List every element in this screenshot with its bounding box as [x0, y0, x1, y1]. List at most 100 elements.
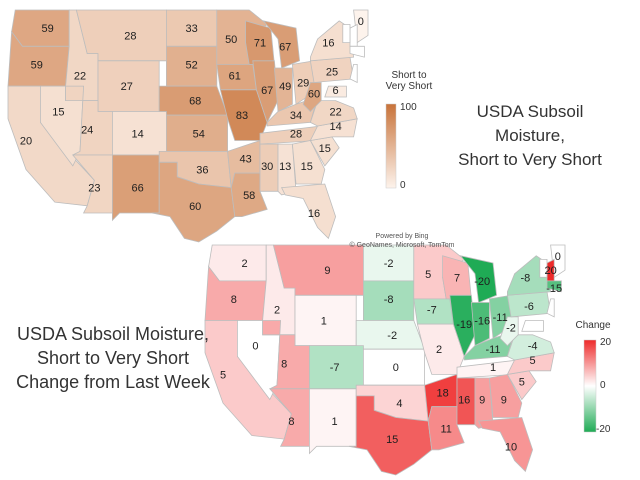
- map2-label-tx: 15: [386, 434, 398, 446]
- map2-label-nv: 0: [252, 341, 258, 353]
- map1-label-ks: 54: [193, 128, 205, 140]
- map2-state-il: [449, 294, 476, 358]
- map2-state-vt: [539, 258, 548, 278]
- map1-label-mn: 50: [225, 34, 237, 46]
- map1-label-nv: 15: [52, 107, 64, 119]
- map1-label-tn: 28: [290, 128, 302, 140]
- map1-label-az: 23: [88, 183, 100, 195]
- map1-label-il: 67: [261, 85, 273, 97]
- map2-label-ga: 9: [501, 395, 507, 407]
- map1-state-ga: [291, 140, 326, 185]
- map1-state-mi: [262, 20, 301, 69]
- map2-label-mt: 9: [324, 265, 330, 277]
- map2-label-ma: -15: [546, 283, 562, 295]
- map1-state-va: [309, 100, 358, 127]
- map1-label-or: 59: [31, 59, 43, 71]
- map2-title-line3: Change from Last Week: [16, 372, 210, 392]
- map1-label-in: 49: [279, 81, 291, 93]
- map2-label-ca: 5: [220, 369, 226, 381]
- map2-state-mi: [459, 255, 498, 304]
- map2-label-pa: -6: [524, 301, 534, 313]
- map1-legend-max: 100: [400, 102, 417, 113]
- map1-label-ca: 20: [20, 136, 32, 148]
- map2-label-az: 8: [288, 416, 294, 428]
- map2-label-id: 2: [274, 305, 280, 317]
- map2-title: USDA Subsoil Moisture, Short to Very Sho…: [8, 322, 218, 394]
- map1-state-fl: [280, 183, 337, 240]
- map1-state-nm: [112, 154, 160, 222]
- map2-label-wv: -2: [506, 323, 516, 335]
- map2-title-line2: Short to Very Short: [36, 348, 190, 368]
- map2-state-ga: [488, 373, 523, 418]
- map2-label-ia: -7: [427, 305, 437, 317]
- map1-label-id: 22: [74, 70, 86, 82]
- map2-label-tn: 1: [490, 362, 496, 374]
- map1-state-il: [252, 60, 279, 124]
- map1-label-va: 22: [329, 107, 341, 119]
- map1-label-oh: 29: [297, 78, 309, 90]
- map2-legend-mid: 0: [600, 380, 606, 391]
- map2-state-wv: [499, 316, 519, 347]
- map2-state-wa: [208, 244, 267, 282]
- map1-label-ne: 68: [189, 96, 201, 108]
- map1-label-ut: 24: [81, 125, 93, 137]
- map1-label-mo: 83: [236, 110, 248, 122]
- map1-label-ky: 34: [290, 110, 302, 122]
- map1-label-ny: 16: [322, 38, 334, 50]
- map2-state-mt: [272, 244, 364, 296]
- map2-label-mi: -20: [474, 276, 490, 288]
- map1-state-wv: [302, 82, 322, 113]
- map1-label-nc: 14: [329, 121, 341, 133]
- map2-label-la: 11: [440, 423, 451, 435]
- map1-title-line1: USDA Subsoil Moisture,: [476, 102, 584, 145]
- map2-label-ks: 0: [393, 362, 399, 374]
- map2-state-ms: [456, 377, 476, 426]
- map2-label-co: -7: [330, 362, 340, 374]
- map2-title-line1: USDA Subsoil Moisture,: [16, 324, 210, 344]
- map1-label-sc: 15: [319, 143, 331, 155]
- map1-label-mt: 28: [124, 30, 136, 42]
- map1-label-al: 13: [279, 161, 291, 173]
- map2-label-in: -16: [474, 316, 490, 328]
- map2-label-ar: 18: [436, 387, 448, 399]
- map1-state-vt: [342, 24, 351, 43]
- map1-label-wy: 27: [121, 81, 133, 93]
- map2-label-wa: 2: [242, 258, 248, 270]
- map2-label-al: 9: [479, 395, 485, 407]
- map2-state-va: [506, 334, 555, 361]
- map2-state-tx: [348, 395, 433, 476]
- map2-label-sc: 5: [519, 377, 525, 389]
- map1-title: USDA Subsoil Moisture, Short to Very Sho…: [440, 100, 620, 172]
- map1-legend-title-line1: Short to: [391, 70, 427, 81]
- map2-legend-min: -20: [596, 424, 611, 435]
- map2-label-oh: -11: [493, 312, 508, 324]
- map2-label-me: 0: [555, 251, 561, 263]
- map2-label-ky: -11: [485, 344, 500, 356]
- map1-state-ms: [259, 143, 279, 192]
- map2-state-nm: [308, 388, 357, 455]
- map2-state-ma: [546, 280, 562, 293]
- map1-label-mi: 67: [279, 41, 291, 53]
- map2-label-ny: -8: [521, 272, 531, 284]
- map1-label-ga: 15: [301, 161, 313, 173]
- map1-state-la: [230, 172, 268, 218]
- map1-label-ok: 36: [196, 165, 208, 177]
- map2-legend-bar: [583, 339, 597, 433]
- map1-label-me: 0: [358, 16, 364, 28]
- map1-state-md: [324, 85, 347, 98]
- map2-legend-max: 20: [600, 337, 612, 348]
- map1-state-tx: [151, 161, 236, 243]
- map1-label-ms: 30: [261, 161, 273, 173]
- map2-label-fl: 10: [505, 441, 517, 453]
- map2-state-nj: [546, 298, 555, 318]
- map1-label-nd: 33: [185, 23, 197, 35]
- credit-line2: © GeoNames, Microsoft, TomTom: [349, 242, 455, 249]
- map2-label-nd: -2: [384, 258, 394, 270]
- map1-label-tx: 60: [189, 201, 201, 213]
- map1-title-line2: Short to Very Short: [458, 150, 602, 169]
- map2-label-va: -4: [528, 341, 538, 353]
- map2-state-md: [521, 320, 544, 332]
